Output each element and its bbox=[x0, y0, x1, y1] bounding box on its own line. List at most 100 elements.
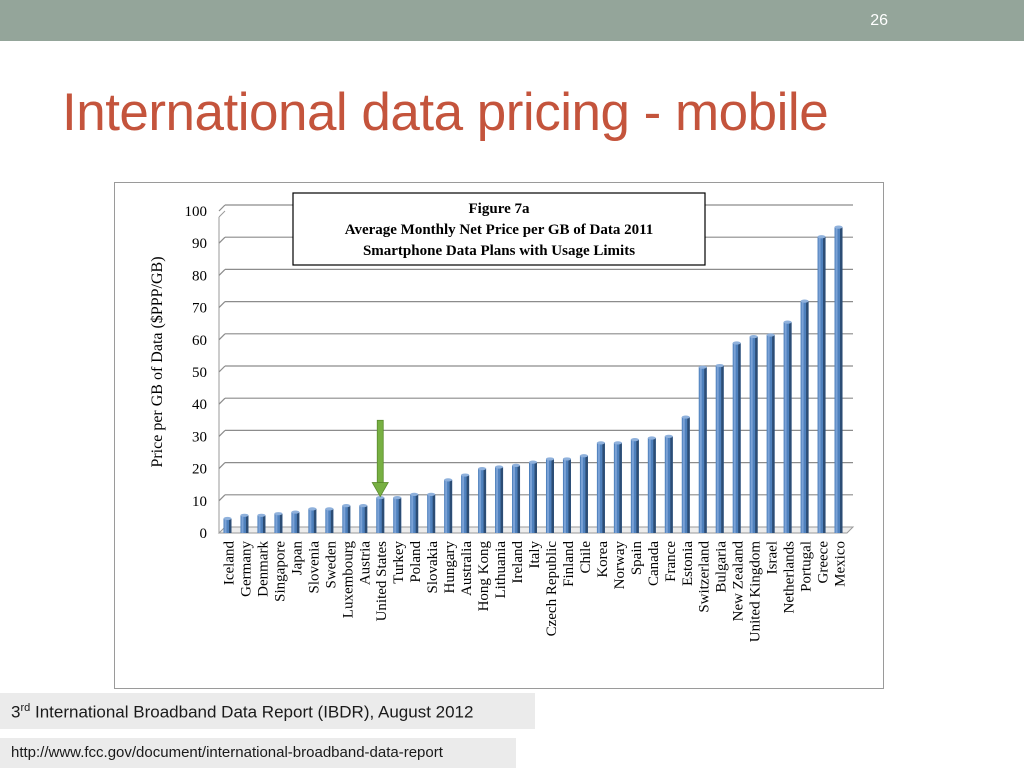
bar-shade bbox=[296, 512, 300, 533]
slide-number: 26 bbox=[870, 12, 888, 29]
bar bbox=[274, 513, 283, 533]
y-tick-label: 50 bbox=[192, 365, 207, 381]
bar-cap bbox=[512, 463, 521, 467]
x-tick-label: Korea bbox=[595, 541, 611, 578]
bar-cap bbox=[630, 438, 639, 442]
bar-highlight bbox=[767, 334, 770, 533]
bar-cap bbox=[613, 441, 622, 445]
gridline-depth bbox=[218, 301, 226, 309]
bar-highlight bbox=[326, 508, 329, 533]
bar bbox=[579, 455, 588, 533]
x-tick-label: Poland bbox=[408, 541, 424, 583]
bar-highlight bbox=[580, 455, 583, 533]
bar-shade bbox=[415, 494, 419, 533]
bar-cap bbox=[427, 492, 436, 496]
bar bbox=[257, 515, 266, 533]
gridline-depth bbox=[218, 397, 226, 405]
bar bbox=[562, 458, 571, 533]
bar bbox=[308, 508, 317, 533]
bar-highlight bbox=[292, 512, 295, 533]
bar-cap bbox=[342, 504, 351, 508]
bar bbox=[359, 505, 368, 533]
bar bbox=[545, 458, 554, 533]
bar bbox=[410, 494, 419, 533]
chart-title-line: Smartphone Data Plans with Usage Limits bbox=[363, 243, 635, 259]
x-tick-label: Sweden bbox=[323, 541, 339, 589]
bar-highlight bbox=[241, 515, 244, 533]
y-tick-label: 10 bbox=[192, 494, 207, 510]
bar-highlight bbox=[275, 513, 278, 533]
bar-cap bbox=[240, 513, 249, 517]
gridline-depth bbox=[218, 429, 226, 437]
bar-shade bbox=[466, 475, 470, 533]
gridline-depth bbox=[218, 268, 226, 276]
bar-shade bbox=[704, 367, 707, 533]
bar-cap bbox=[393, 495, 402, 500]
bar-highlight bbox=[818, 236, 821, 533]
highlight-arrow-head bbox=[371, 482, 389, 498]
bar-highlight bbox=[546, 458, 549, 533]
bar bbox=[732, 343, 741, 533]
bar-shade bbox=[364, 505, 368, 533]
bar-cap bbox=[325, 507, 334, 511]
bar-cap bbox=[444, 478, 453, 482]
gridline-depth bbox=[218, 365, 226, 373]
gridline-depth bbox=[218, 462, 226, 470]
bar-highlight bbox=[309, 508, 312, 533]
bar-cap bbox=[410, 492, 419, 496]
x-tick-label: Ireland bbox=[510, 541, 526, 584]
bar bbox=[800, 301, 809, 533]
bar bbox=[291, 512, 300, 533]
bar-chart: 0 10 20 30 40 50 60 70 80 90 100 Iceland Germany Denm… bbox=[149, 192, 855, 642]
x-tick-label: Hungary bbox=[442, 541, 458, 594]
bar-highlight bbox=[784, 322, 787, 533]
source-text: International Broadband Data Report (IBD… bbox=[30, 702, 474, 722]
bar-highlight bbox=[733, 343, 736, 533]
bar bbox=[647, 438, 656, 533]
bar bbox=[325, 508, 334, 533]
bar bbox=[461, 475, 470, 533]
bar-highlight bbox=[445, 479, 448, 533]
bar-highlight bbox=[648, 438, 651, 533]
bar bbox=[478, 468, 487, 533]
bar-shade bbox=[262, 515, 266, 533]
y-tick-label: 40 bbox=[192, 397, 207, 413]
bar-shade bbox=[755, 336, 758, 533]
x-tick-label: United States bbox=[374, 541, 390, 622]
bar-shade bbox=[517, 465, 521, 533]
highlight-arrow-shaft bbox=[376, 419, 384, 483]
x-tick-label: Slovakia bbox=[425, 541, 441, 594]
bar-shade bbox=[347, 505, 351, 533]
x-tick-label: Spain bbox=[629, 541, 645, 576]
gridline-depth bbox=[218, 236, 226, 244]
top-bar: 26 bbox=[0, 0, 1024, 41]
x-tick-label: Czech Republic bbox=[544, 541, 560, 637]
bar-highlight bbox=[750, 336, 753, 533]
bar-cap bbox=[834, 225, 843, 229]
bar-cap bbox=[376, 495, 385, 500]
y-tick-label: 90 bbox=[192, 236, 207, 252]
x-tick-label: Germany bbox=[238, 541, 254, 597]
x-tick-label: New Zealand bbox=[731, 541, 747, 622]
bar-highlight bbox=[513, 465, 516, 533]
bar-highlight bbox=[665, 436, 668, 533]
bar-cap bbox=[749, 334, 758, 339]
bar bbox=[223, 518, 232, 533]
bar-highlight bbox=[496, 466, 499, 533]
bar-highlight bbox=[360, 505, 363, 533]
bar-shade bbox=[670, 436, 673, 533]
bar-cap bbox=[257, 513, 266, 517]
source-ordinal-suffix: rd bbox=[20, 702, 31, 714]
bar-shade bbox=[500, 466, 504, 533]
bar bbox=[698, 367, 707, 533]
bar-cap bbox=[308, 507, 317, 511]
bar bbox=[834, 227, 843, 533]
y-axis-depth bbox=[218, 210, 226, 218]
bar bbox=[817, 236, 826, 533]
bar-cap bbox=[817, 235, 826, 239]
y-tick-label: 0 bbox=[200, 526, 208, 542]
y-tick-label: 20 bbox=[192, 462, 207, 478]
bar-shade bbox=[806, 301, 809, 533]
y-tick-label: 30 bbox=[192, 429, 207, 445]
bar-cap bbox=[359, 504, 368, 508]
